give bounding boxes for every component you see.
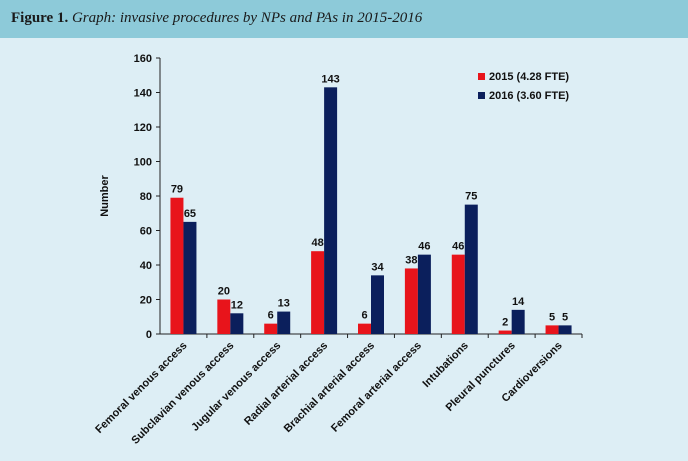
x-tick-label: Femoral venous access	[93, 340, 189, 436]
data-label: 75	[465, 191, 477, 203]
bar-series-2	[230, 313, 244, 334]
bar-series-1	[264, 323, 278, 334]
bar-series-2	[558, 325, 572, 334]
y-tick-label: 140	[134, 88, 152, 100]
figure-label: Figure 1.	[11, 10, 69, 26]
chart-axes: 0 20 40 60 80 100 120 140 160 Femoral venous acce…	[93, 53, 583, 447]
chart-legend: 2015 (4.28 FTE) 2016 (3.60 FTE)	[478, 71, 569, 102]
data-label: 13	[278, 298, 290, 310]
x-tick-label: Intubations	[420, 340, 470, 390]
data-label: 2	[502, 317, 508, 329]
data-label: 5	[549, 311, 555, 323]
data-label: 48	[311, 237, 323, 249]
x-tick-label: Brachial arterial access	[282, 340, 377, 435]
x-tick-label: Femoral arterial access	[329, 340, 424, 435]
data-label: 38	[405, 254, 417, 266]
y-axis-label: Number	[99, 175, 111, 217]
bar-series-1	[545, 325, 559, 334]
bar-series-2	[324, 87, 338, 334]
bar-series-1	[498, 330, 512, 334]
bar-series-1	[404, 268, 418, 334]
y-tick-label: 40	[140, 260, 152, 272]
data-label: 6	[268, 310, 274, 322]
bar-series-1	[217, 299, 231, 334]
legend-entry: 2016 (3.60 FTE)	[489, 90, 569, 102]
bar-series-2	[417, 254, 431, 334]
data-label: 20	[218, 286, 230, 298]
y-tick-label: 120	[134, 122, 152, 134]
bar-chart: 0 20 40 60 80 100 120 140 160 Femoral venous acce…	[93, 53, 583, 447]
figure-caption: Figure 1. Graph: invasive procedures by …	[0, 0, 688, 38]
legend-entry: 2015 (4.28 FTE)	[489, 71, 569, 83]
data-label: 143	[321, 73, 339, 85]
legend-swatch	[478, 73, 485, 80]
y-tick-label: 160	[134, 53, 152, 65]
bar-series-1	[311, 251, 325, 334]
data-label: 12	[231, 299, 243, 311]
y-tick-label: 100	[134, 157, 152, 169]
bar-series-1	[358, 323, 371, 334]
legend-swatch	[478, 92, 485, 99]
bar-series-2	[183, 221, 197, 334]
data-label: 46	[452, 241, 464, 253]
y-tick-label: 80	[140, 191, 152, 203]
data-label: 14	[512, 296, 525, 308]
data-label: 79	[171, 184, 183, 196]
data-label: 46	[418, 241, 430, 253]
x-tick-label: Radial arterial access	[242, 340, 330, 428]
data-label: 65	[184, 208, 196, 220]
bar-series-2	[464, 204, 478, 334]
bar-series-1	[170, 197, 184, 334]
y-tick-label: 0	[146, 329, 152, 341]
data-label: 5	[562, 311, 568, 323]
data-label: 34	[371, 261, 384, 273]
bar-series-2	[371, 275, 384, 334]
x-tick-label: Jugular venous access	[189, 340, 283, 434]
bar-series-1	[451, 254, 465, 334]
bar-series-2	[511, 309, 525, 334]
y-tick-label: 60	[140, 226, 152, 238]
figure-title: Graph: invasive procedures by NPs and PA…	[71, 10, 423, 26]
y-tick-label: 20	[140, 295, 152, 307]
data-label: 6	[361, 310, 367, 322]
bar-series-2	[277, 311, 291, 334]
